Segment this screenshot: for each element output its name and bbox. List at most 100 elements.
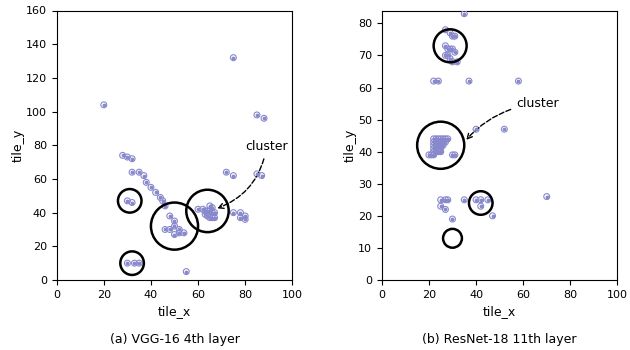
Y-axis label: tile_y: tile_y	[11, 129, 25, 162]
Point	[438, 142, 448, 148]
Point	[438, 136, 448, 142]
Point	[428, 136, 438, 142]
Point	[179, 230, 189, 236]
Point	[127, 200, 137, 205]
Point	[240, 217, 250, 222]
Point	[169, 218, 180, 224]
Point	[513, 78, 524, 84]
Point	[428, 78, 438, 84]
Point	[443, 46, 453, 52]
Point	[427, 152, 437, 158]
Point	[252, 112, 262, 118]
Point	[207, 210, 217, 215]
Point	[207, 215, 217, 220]
Point	[256, 173, 266, 178]
Point	[174, 227, 184, 232]
Point	[205, 208, 215, 214]
Point	[169, 223, 180, 229]
Point	[436, 139, 446, 145]
Point	[207, 215, 217, 220]
Point	[210, 215, 220, 220]
Point	[443, 136, 453, 142]
Point	[500, 126, 510, 132]
Point	[156, 195, 166, 200]
Point	[471, 197, 481, 203]
Point	[436, 142, 446, 148]
Point	[122, 154, 132, 160]
Point	[200, 211, 210, 217]
Point	[118, 153, 128, 158]
Point	[440, 197, 450, 203]
Text: (b) ResNet-18 11th layer: (b) ResNet-18 11th layer	[423, 333, 577, 346]
Point	[476, 197, 486, 203]
Point	[236, 210, 246, 215]
Point	[452, 59, 462, 65]
Point	[443, 136, 453, 142]
Point	[440, 52, 450, 58]
Point	[431, 139, 441, 145]
Point	[428, 146, 438, 151]
Point	[431, 146, 441, 151]
Point	[424, 152, 434, 158]
Point	[210, 210, 220, 215]
Point	[169, 232, 180, 237]
Point	[447, 33, 457, 39]
Point	[436, 142, 446, 148]
Point	[236, 215, 246, 220]
Point	[202, 213, 212, 219]
Point	[447, 46, 457, 52]
Point	[443, 52, 453, 58]
Point	[436, 149, 446, 154]
Point	[500, 126, 510, 132]
Point	[156, 195, 166, 200]
Point	[440, 52, 450, 58]
Point	[464, 78, 474, 84]
Point	[445, 30, 455, 36]
Point	[459, 11, 469, 16]
Point	[488, 213, 498, 219]
Point	[450, 33, 460, 39]
Point	[160, 227, 170, 232]
Point	[179, 230, 189, 236]
Point	[440, 136, 450, 142]
Point	[542, 194, 552, 199]
Point	[181, 269, 192, 274]
Point	[240, 213, 250, 219]
Point	[433, 146, 444, 151]
Point	[202, 208, 212, 214]
Point	[252, 171, 262, 177]
Point	[440, 206, 450, 212]
Point	[228, 210, 238, 215]
Point	[252, 171, 262, 177]
Point	[433, 149, 444, 154]
Point	[428, 149, 438, 154]
Point	[236, 215, 246, 220]
Point	[134, 169, 144, 175]
Point	[445, 46, 455, 52]
Point	[459, 197, 469, 203]
Point	[164, 227, 175, 232]
Text: cluster: cluster	[467, 97, 559, 139]
Point	[151, 190, 161, 195]
Point	[129, 260, 139, 266]
Point	[447, 46, 457, 52]
Point	[139, 173, 149, 178]
Point	[259, 116, 269, 121]
Point	[228, 210, 238, 215]
Point	[169, 223, 180, 229]
Point	[447, 216, 457, 222]
Point	[210, 210, 220, 215]
Point	[141, 180, 151, 185]
Point	[160, 227, 170, 232]
Point	[433, 78, 444, 84]
Point	[139, 173, 149, 178]
Point	[459, 11, 469, 16]
Point	[134, 260, 144, 266]
Point	[158, 198, 168, 204]
Point	[160, 203, 170, 209]
Point	[431, 136, 441, 142]
Point	[122, 260, 132, 266]
Point	[134, 260, 144, 266]
Point	[433, 146, 444, 151]
Point	[240, 217, 250, 222]
